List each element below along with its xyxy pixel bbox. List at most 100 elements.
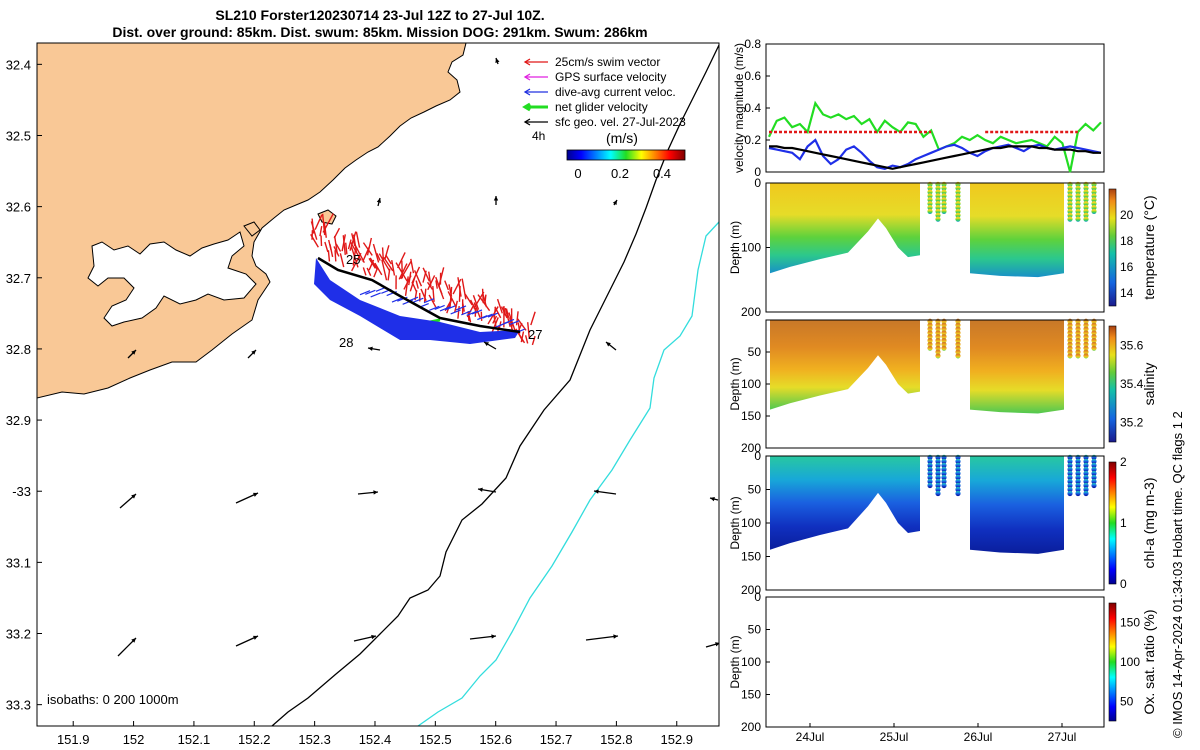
velocity-series <box>768 100 1102 173</box>
swim-vector <box>530 311 536 326</box>
geo-arrow-head <box>131 494 136 499</box>
isobath-200m <box>271 44 719 726</box>
section-profile-dot <box>941 474 947 481</box>
section-profile-dot <box>1083 201 1089 207</box>
section-profile-dot <box>955 337 961 344</box>
section-profile-dot <box>935 204 941 211</box>
section-profile-dot <box>1075 482 1081 489</box>
swim-vector <box>324 241 329 253</box>
geostrophic-velocity-arrows <box>117 57 719 657</box>
swim-vector <box>408 271 412 286</box>
current-vector <box>439 306 451 312</box>
section-profile-dot <box>935 474 941 481</box>
current-vector <box>359 290 371 296</box>
colorbar-tick-0: 0 <box>574 166 581 181</box>
velocity-y-tick-label: 0.4 <box>744 101 761 115</box>
section-profile-dot <box>955 330 961 336</box>
swim-vector <box>496 298 503 314</box>
section-profile-dot <box>927 470 933 477</box>
section-profile-dot <box>935 193 941 199</box>
section-profile-dot <box>1091 474 1097 481</box>
swim-vector <box>427 275 436 291</box>
section-profile-dot <box>1067 353 1073 359</box>
section-profile-dot <box>941 204 947 211</box>
swim-vector <box>473 302 481 318</box>
swim-vector <box>448 284 453 297</box>
current-vector <box>455 305 467 311</box>
section-profile-dot <box>927 458 933 464</box>
section-profile-dot <box>1083 193 1089 199</box>
swim-vector <box>333 246 340 257</box>
section-profile-dot <box>927 193 933 199</box>
map-x-tick-label: 152.2 <box>238 732 271 747</box>
section-profile-dot <box>1067 486 1073 493</box>
section-profile-dot <box>1075 470 1081 477</box>
map-x-tick-label: 152.4 <box>359 732 392 747</box>
section-profile-dot <box>941 337 947 344</box>
section-profile-dot <box>1075 334 1081 340</box>
swim-vector <box>415 280 419 289</box>
legend-label: net glider velocity <box>555 100 648 114</box>
section-profile-dot <box>1091 201 1097 207</box>
section-profile-dot <box>1075 462 1081 468</box>
section-profile-dot <box>927 337 933 344</box>
section-profile-dot <box>1067 478 1073 485</box>
section-profile-dot <box>1091 482 1097 489</box>
swim-vector <box>384 245 390 260</box>
current-vector <box>445 305 456 311</box>
section-profile-dot <box>955 341 961 347</box>
section-profile-dot <box>1091 478 1097 485</box>
colorbar-label: salinity <box>1141 363 1157 406</box>
section-profile-dot <box>1075 189 1081 195</box>
map-frame <box>36 42 720 727</box>
geo-arrow-head <box>253 635 258 640</box>
section-data-block-1 <box>770 320 920 410</box>
section-profile-dot <box>1091 466 1097 472</box>
section-y-tick-label: 100 <box>741 655 761 669</box>
colorbar-tick-label: 16 <box>1120 260 1134 274</box>
colorbar-tick-label: 0 <box>1120 577 1127 591</box>
section-profile-dot <box>935 337 941 344</box>
map-x-tick-label: 152.1 <box>178 732 211 747</box>
section-profile-dot <box>1083 216 1089 222</box>
velocity-y-ticks: 0 0.2 0.4 0.6 0.8 <box>744 37 770 179</box>
legend-arrowhead <box>523 88 531 96</box>
section-profile-dot <box>1067 204 1073 211</box>
swim-vector <box>378 253 391 272</box>
swim-vector <box>493 314 497 327</box>
section-profile-dot <box>1091 334 1097 340</box>
swim-vector <box>457 305 460 319</box>
swim-vector <box>524 335 529 344</box>
section-profile-dot <box>1067 474 1073 481</box>
map-x-tick-label: 151.9 <box>57 732 90 747</box>
section-profile-dot <box>935 466 941 472</box>
section-x-tick-label: 26Jul <box>964 730 993 744</box>
map-y-tick-label: -33 <box>12 484 31 499</box>
section-profile-dot <box>955 216 961 222</box>
section-profile-dot <box>1083 212 1089 218</box>
section-profile-dot <box>935 216 941 222</box>
current-vector <box>503 318 515 325</box>
section-profile-dot <box>955 322 961 328</box>
section-profile-dot <box>927 197 933 203</box>
velocity-line-series-2 <box>769 145 1101 170</box>
swim-vector <box>411 266 421 284</box>
section-profile-dot <box>1067 208 1073 214</box>
section-y-tick-label: 200 <box>741 441 761 455</box>
swim-vector <box>329 244 334 258</box>
day-label-25: 25 <box>346 252 360 267</box>
swim-vector <box>435 280 438 289</box>
section-profile-dot <box>935 201 941 207</box>
section-x-tick-label: 27Jul <box>1048 730 1077 744</box>
section-profile-dot <box>1091 322 1097 328</box>
swim-vector <box>410 258 415 274</box>
section-profile-dot <box>1067 330 1073 336</box>
section-profile-dot <box>1083 353 1089 359</box>
section-profile-dot <box>1083 322 1089 328</box>
section-y-tick-label: 150 <box>741 409 761 423</box>
geo-arrow-head <box>606 342 611 347</box>
section-profile-dot <box>935 197 941 203</box>
swim-vector <box>376 252 381 261</box>
map-x-ticks: 151.9 152 152.1 152.2 152.3 152.4 152.5 152.6 15… <box>57 721 693 747</box>
